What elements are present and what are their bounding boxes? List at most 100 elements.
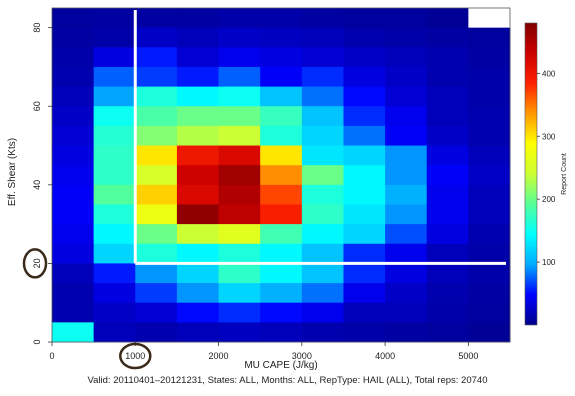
heatmap-cell [176, 184, 219, 205]
y-tick-label: 60 [32, 101, 42, 111]
heatmap-cell [426, 302, 469, 323]
heatmap-cell [468, 8, 511, 29]
heatmap-cell [260, 145, 303, 166]
heatmap-cell [260, 184, 303, 205]
heatmap-cell [93, 66, 136, 87]
heatmap-cell [93, 184, 136, 205]
x-axis: 0 1000 2000 3000 4000 5000 [49, 342, 478, 370]
heatmap-cell [426, 8, 469, 29]
heatmap-cell [260, 86, 303, 107]
heatmap-cell [135, 302, 178, 323]
heatmap-cell [176, 27, 219, 48]
heatmap-cell [218, 86, 261, 107]
heatmap-cell [385, 302, 428, 323]
heatmap-cell [52, 86, 95, 107]
heatmap-cell [176, 145, 219, 166]
heatmap-cell [343, 302, 386, 323]
heatmap-cell [343, 47, 386, 68]
y-tick-label: 80 [32, 23, 42, 33]
x-tick-label: 5000 [458, 351, 478, 361]
heatmap-cell [260, 204, 303, 225]
heatmap-cell [93, 165, 136, 186]
heatmap-cell [176, 86, 219, 107]
heatmap-cell [135, 145, 178, 166]
heatmap-cell [301, 66, 344, 87]
heatmap-cell [218, 322, 261, 343]
x-axis-label: MU CAPE (J/kg) [244, 360, 317, 371]
heatmap-cell [301, 145, 344, 166]
heatmap-cell [468, 27, 511, 48]
y-tick-label: 40 [32, 180, 42, 190]
heatmap-cell [176, 125, 219, 146]
colorbar-tick-label: 100 [542, 258, 556, 267]
heatmap-cell [260, 165, 303, 186]
heatmap-cell [343, 322, 386, 343]
heatmap-cell [176, 204, 219, 225]
heatmap-cell [93, 47, 136, 68]
heatmap-cell [52, 47, 95, 68]
heatmap-cell [301, 302, 344, 323]
x-tick-label: 3000 [292, 351, 312, 361]
heatmap-cell [52, 302, 95, 323]
chart-caption: Valid: 20110401–20121231, States: ALL, M… [87, 375, 488, 386]
heatmap-cell [468, 243, 511, 264]
heatmap-cell [260, 224, 303, 245]
heatmap-cell [468, 283, 511, 304]
heatmap-cell [218, 106, 261, 127]
heatmap-cell [468, 66, 511, 87]
x-tick-label: 0 [49, 351, 54, 361]
heatmap-cell [93, 86, 136, 107]
heatmap-cell [385, 86, 428, 107]
heatmap-cell [52, 165, 95, 186]
heatmap-cell [218, 302, 261, 323]
heatmap-cell [135, 204, 178, 225]
heatmap-cell [260, 125, 303, 146]
heatmap-cell [260, 322, 303, 343]
y-tick-label: 0 [32, 339, 42, 344]
heatmap-cell [260, 302, 303, 323]
heatmap-cell [426, 86, 469, 107]
heatmap-cell [260, 106, 303, 127]
heatmap-cell [176, 66, 219, 87]
heatmap-cell [135, 47, 178, 68]
heatmap-cell [218, 66, 261, 87]
heatmap-cell [218, 47, 261, 68]
heatmap-cell [385, 27, 428, 48]
heatmap-cell [52, 243, 95, 264]
heatmap-cell [52, 224, 95, 245]
heatmap-cell [218, 27, 261, 48]
heatmap-cell [426, 66, 469, 87]
heatmap-cell [93, 302, 136, 323]
heatmap-cell [176, 283, 219, 304]
heatmap-cell [301, 106, 344, 127]
heatmap-cell [426, 243, 469, 264]
heatmap-cell [468, 86, 511, 107]
heatmap-cell [343, 66, 386, 87]
heatmap-cell [52, 27, 95, 48]
heatmap-cell [385, 184, 428, 205]
heatmap-cell [93, 243, 136, 264]
heatmap-cell [385, 165, 428, 186]
heatmap-cell [426, 165, 469, 186]
heatmap-cell [468, 165, 511, 186]
heatmap-cell [218, 125, 261, 146]
heatmap-cell [301, 224, 344, 245]
heatmap-cell [93, 8, 136, 29]
heatmap-cell [135, 224, 178, 245]
heatmap-cell [426, 106, 469, 127]
colorbar-label: Report Count [561, 153, 568, 195]
heatmap-cell [176, 8, 219, 29]
heatmap-cell [218, 145, 261, 166]
heatmap-cell [385, 263, 428, 284]
heatmap-cell [301, 184, 344, 205]
heatmap-cell [343, 184, 386, 205]
heatmap-cell [52, 322, 95, 343]
heatmap-cell [93, 224, 136, 245]
colorbar: 100 200 300 400 [524, 22, 556, 326]
heatmap-cell [176, 263, 219, 284]
heatmap-cell [93, 106, 136, 127]
heatmap-cell [385, 243, 428, 264]
heatmap-cell [135, 283, 178, 304]
heatmap-cell [218, 224, 261, 245]
heatmap-cell [52, 106, 95, 127]
